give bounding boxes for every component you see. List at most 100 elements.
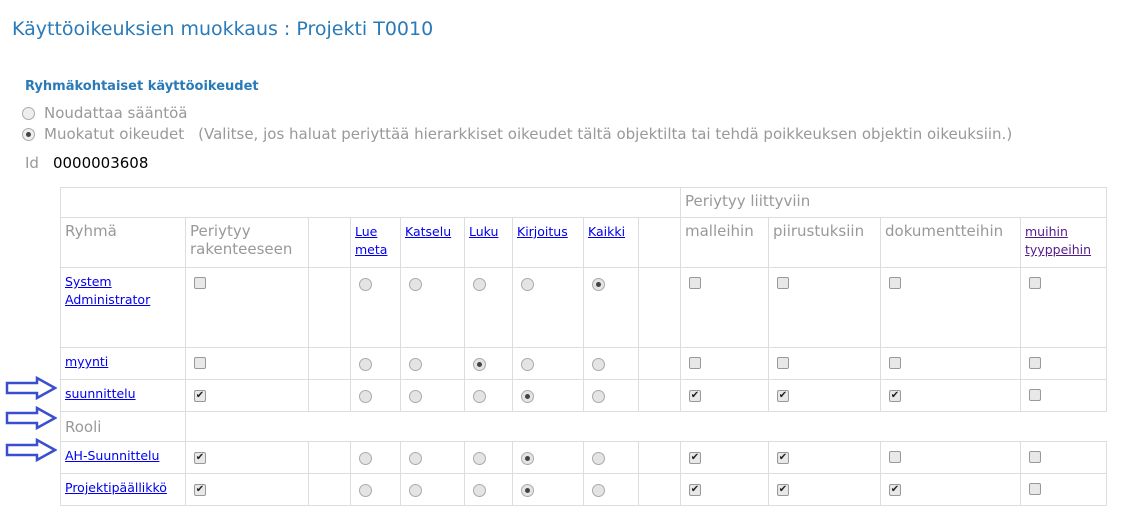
related-checkbox-2[interactable] — [889, 357, 901, 369]
empty-cell — [185, 411, 1107, 442]
radio-kirjoitus[interactable] — [521, 452, 534, 465]
empty-cell — [308, 473, 351, 506]
col-malleihin: malleihin — [680, 217, 769, 268]
arrow-icon — [5, 406, 57, 430]
radio-follow-rule[interactable] — [22, 106, 35, 120]
option-label: Muokatut oikeudet — [44, 125, 185, 143]
col-katselu[interactable]: Katselu — [405, 224, 452, 239]
permissions-table: Periytyy liittyviin Ryhmä Periytyy raken… — [60, 187, 1107, 506]
related-checkbox-2[interactable]: ✔ — [889, 484, 901, 496]
related-checkbox-2[interactable] — [889, 451, 901, 463]
radio-lue-meta[interactable] — [359, 390, 372, 403]
related-checkbox-3[interactable] — [1029, 451, 1041, 463]
empty-cell — [308, 441, 351, 474]
col-luku[interactable]: Luku — [469, 224, 499, 239]
col-kirjoitus[interactable]: Kirjoitus — [517, 224, 568, 239]
option-label: Noudattaa sääntöä — [44, 104, 188, 122]
related-checkbox-0[interactable]: ✔ — [689, 390, 701, 402]
radio-kaikki[interactable] — [592, 358, 605, 371]
radio-katselu[interactable] — [409, 484, 422, 497]
radio-custom[interactable] — [22, 127, 35, 141]
empty-col — [308, 217, 351, 268]
radio-luku[interactable] — [473, 484, 486, 497]
related-checkbox-1[interactable] — [777, 357, 789, 369]
inherit-checkbox[interactable]: ✔ — [194, 390, 206, 402]
group-link[interactable]: myynti — [65, 354, 109, 369]
radio-lue-meta[interactable] — [359, 484, 372, 497]
empty-cell — [308, 347, 351, 380]
id-label: Id — [25, 154, 39, 172]
id-value: 0000003608 — [52, 154, 149, 172]
group-link[interactable]: suunnittelu — [65, 386, 136, 401]
empty-cell — [638, 473, 681, 506]
table-row: System Administrator — [60, 267, 1107, 348]
related-checkbox-3[interactable] — [1029, 357, 1041, 369]
radio-kirjoitus[interactable] — [521, 278, 534, 291]
related-checkbox-1[interactable]: ✔ — [777, 484, 789, 496]
col-muihin[interactable]: muihin tyyppeihin — [1025, 224, 1092, 257]
radio-lue-meta[interactable] — [359, 452, 372, 465]
col-lue-meta[interactable]: Lue meta — [355, 224, 388, 257]
page-title: Käyttöoikeuksien muokkaus : Projekti T00… — [12, 18, 434, 40]
related-checkbox-1[interactable] — [777, 277, 789, 289]
table-row: suunnittelu ✔ ✔ ✔ ✔ — [60, 379, 1107, 412]
related-checkbox-0[interactable]: ✔ — [689, 452, 701, 464]
role-separator-row: Rooli — [60, 411, 1107, 442]
role-label: Rooli — [60, 411, 186, 442]
col-piirustuksiin: piirustuksiin — [768, 217, 881, 268]
radio-kirjoitus[interactable] — [521, 390, 534, 403]
empty-cell — [638, 267, 681, 348]
related-checkbox-1[interactable]: ✔ — [777, 452, 789, 464]
col-inherit: Periytyy rakenteeseen — [185, 217, 309, 268]
table-row: AH-Suunnittelu ✔ ✔ ✔ — [60, 441, 1107, 474]
col-dokumentteihin: dokumentteihin — [880, 217, 1021, 268]
inherit-checkbox[interactable] — [194, 357, 206, 369]
option-hint: (Valitse, jos haluat periyttää hierarkki… — [198, 125, 1013, 143]
related-checkbox-3[interactable] — [1029, 389, 1041, 401]
radio-luku[interactable] — [473, 452, 486, 465]
radio-lue-meta[interactable] — [359, 358, 372, 371]
radio-katselu[interactable] — [409, 278, 422, 291]
related-checkbox-0[interactable] — [689, 357, 701, 369]
arrow-icon — [5, 376, 57, 400]
radio-lue-meta[interactable] — [359, 278, 372, 291]
arrow-icon — [5, 438, 57, 462]
related-checkbox-3[interactable] — [1029, 277, 1041, 289]
option-custom[interactable]: Muokatut oikeudet (Valitse, jos haluat pe… — [22, 125, 1012, 143]
radio-kirjoitus[interactable] — [521, 358, 534, 371]
col-kaikki[interactable]: Kaikki — [588, 224, 626, 239]
related-checkbox-3[interactable] — [1029, 483, 1041, 495]
empty-col — [638, 217, 681, 268]
empty-cell — [308, 267, 351, 348]
id-row: Id 0000003608 — [25, 154, 148, 172]
empty-cell — [638, 347, 681, 380]
empty-cell — [638, 379, 681, 412]
radio-luku[interactable] — [473, 390, 486, 403]
radio-kaikki[interactable] — [592, 278, 605, 291]
inherit-checkbox[interactable]: ✔ — [194, 452, 206, 464]
radio-luku[interactable] — [473, 278, 486, 291]
related-checkbox-2[interactable]: ✔ — [889, 390, 901, 402]
related-checkbox-2[interactable] — [889, 277, 901, 289]
group-header: Periytyy liittyviin — [680, 187, 1107, 218]
option-follow-rule[interactable]: Noudattaa sääntöä — [22, 104, 188, 122]
radio-kaikki[interactable] — [592, 484, 605, 497]
group-link[interactable]: Projektipäällikkö — [65, 480, 167, 495]
empty-cell — [638, 441, 681, 474]
group-link[interactable]: System Administrator — [65, 274, 151, 307]
radio-kaikki[interactable] — [592, 390, 605, 403]
radio-katselu[interactable] — [409, 452, 422, 465]
related-checkbox-0[interactable] — [689, 277, 701, 289]
related-checkbox-1[interactable]: ✔ — [777, 390, 789, 402]
radio-kaikki[interactable] — [592, 452, 605, 465]
radio-katselu[interactable] — [409, 358, 422, 371]
related-checkbox-0[interactable]: ✔ — [689, 484, 701, 496]
inherit-checkbox[interactable] — [194, 277, 206, 289]
col-group: Ryhmä — [60, 217, 186, 268]
radio-kirjoitus[interactable] — [521, 484, 534, 497]
table-row: Projektipäällikkö ✔ ✔ ✔ ✔ — [60, 473, 1107, 506]
inherit-checkbox[interactable]: ✔ — [194, 484, 206, 496]
radio-katselu[interactable] — [409, 390, 422, 403]
group-link[interactable]: AH-Suunnittelu — [65, 448, 160, 463]
radio-luku[interactable] — [473, 358, 486, 371]
